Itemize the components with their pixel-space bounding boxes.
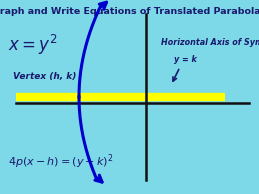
Text: $4p(x - h) = (y - k)^2$: $4p(x - h) = (y - k)^2$ [8, 152, 113, 171]
Text: Graph and Write Equations of Translated Parabolas: Graph and Write Equations of Translated … [0, 7, 259, 16]
Text: $x = y^2$: $x = y^2$ [8, 33, 57, 57]
Text: Vertex (h, k): Vertex (h, k) [13, 72, 76, 81]
Text: y = k: y = k [174, 55, 196, 64]
Text: Horizontal Axis of Symmetry: Horizontal Axis of Symmetry [161, 38, 259, 47]
